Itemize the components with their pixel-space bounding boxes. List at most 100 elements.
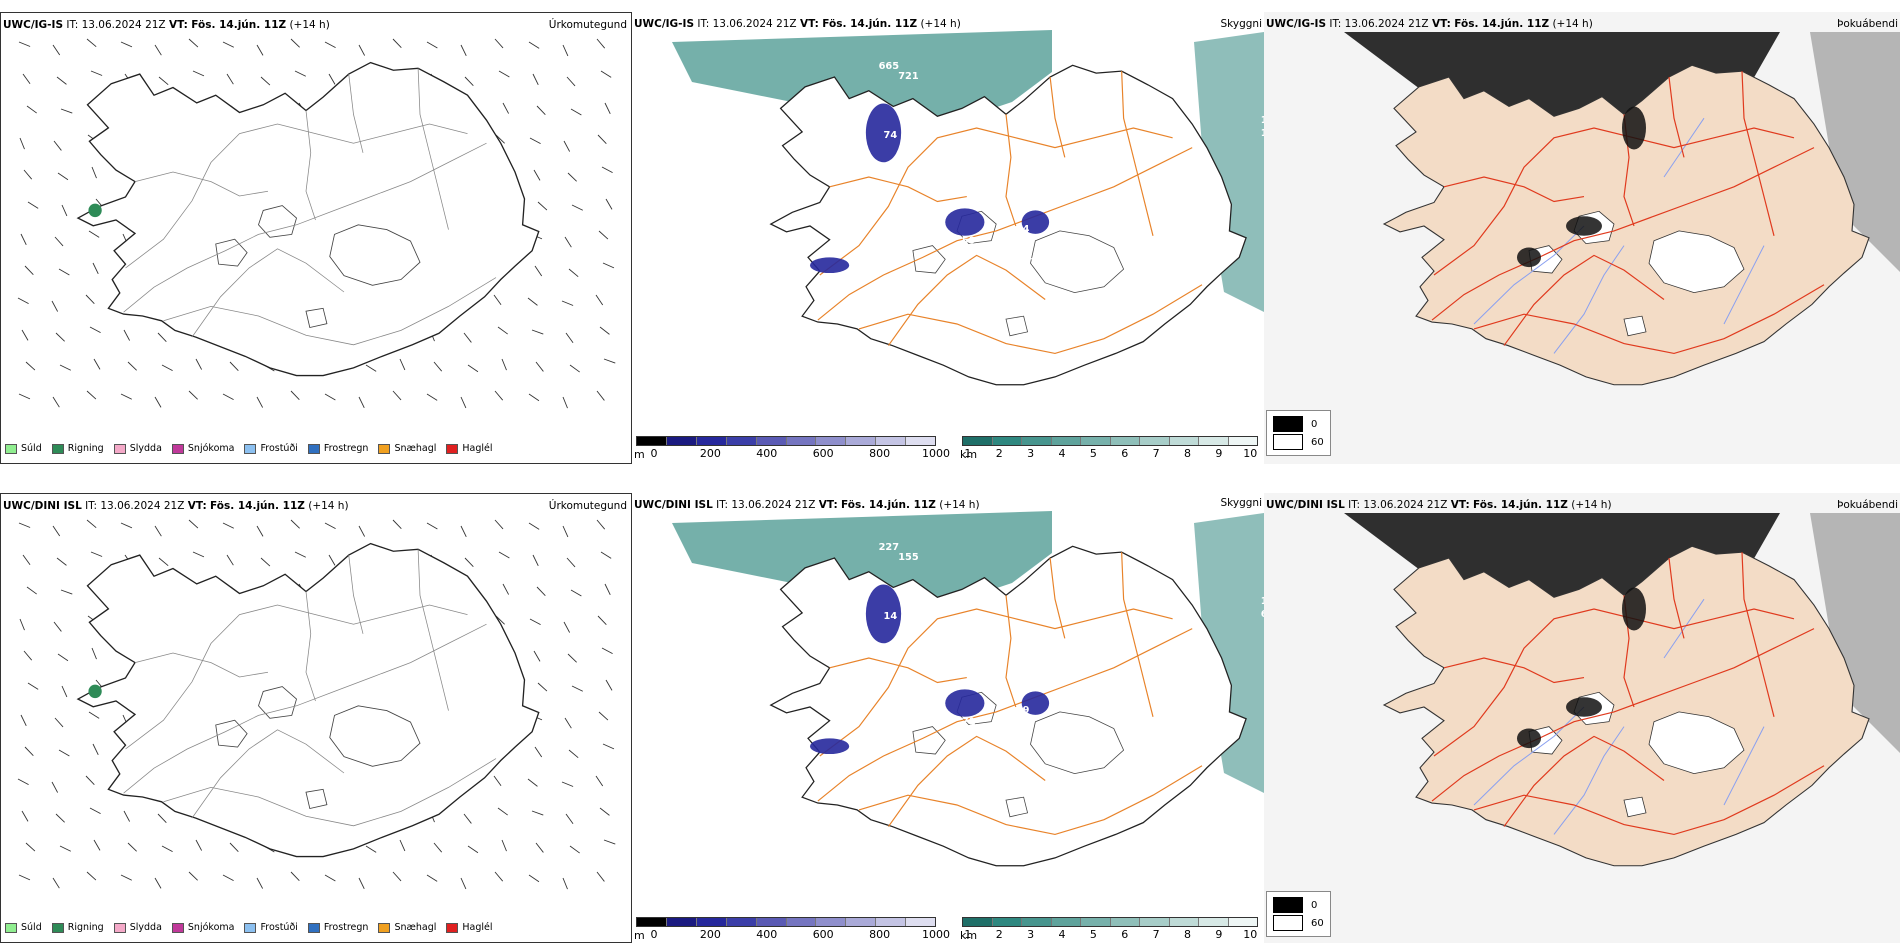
legend-item: Súld	[5, 922, 42, 933]
map-value-label: 74	[884, 130, 898, 141]
wind-barb	[18, 874, 31, 881]
rain-area	[88, 684, 102, 699]
colorbar-cell	[696, 437, 727, 445]
road	[1121, 552, 1154, 717]
legend-item: Frostregn	[307, 443, 368, 454]
road	[417, 549, 449, 711]
wind-barb	[528, 41, 540, 49]
map-value-label: 108	[1261, 128, 1264, 139]
wind-barb	[222, 874, 234, 882]
wind-barb	[601, 647, 613, 655]
wind-barb	[494, 390, 504, 401]
wind-barb	[85, 294, 95, 304]
wind-barb	[222, 393, 234, 401]
panel-header: UWC/IG-IS IT: 13.06.2024 21Z VT: Fös. 14…	[1266, 18, 1593, 30]
colorbar-tick: 7	[1152, 447, 1160, 460]
colorbar-tick: 3	[1027, 928, 1035, 941]
colorbar-tick: 6	[1121, 447, 1129, 460]
wind-barb	[604, 583, 611, 595]
panel-header: UWC/IG-IS IT: 13.06.2024 21Z VT: Fös. 14…	[3, 19, 330, 31]
legend-label: Haglél	[462, 922, 493, 933]
map-value-label: 665	[879, 61, 900, 72]
cloud-base-area	[865, 584, 902, 644]
colorbar-tick: 800	[869, 928, 891, 941]
legend-swatch	[113, 922, 126, 933]
wind-barb	[229, 361, 239, 371]
colorbar-tick: 2	[995, 447, 1003, 460]
legend-label: Slydda	[129, 443, 162, 454]
wind-barb	[89, 326, 101, 334]
fog-legend-label: 0	[1311, 418, 1318, 430]
colorbar-unit: km	[960, 929, 978, 942]
wind-barb	[86, 38, 97, 48]
wind-barb	[27, 682, 39, 690]
wind-barb	[571, 685, 583, 692]
precip-legend: Súld Rigning Slydda Snjókoma Frostúði Frostre…	[5, 922, 493, 933]
map-value-label: 155	[898, 552, 919, 563]
wind-barb	[365, 364, 377, 372]
wind-barb	[596, 871, 605, 882]
wind-barb	[56, 76, 67, 85]
wind-barb	[59, 364, 71, 371]
colorbar-unit: m	[634, 929, 645, 942]
wind-barb	[603, 358, 616, 364]
wind-barb	[154, 396, 162, 408]
wind-barb	[595, 775, 604, 787]
colorbar-cell	[1169, 437, 1199, 445]
wind-barb	[157, 332, 167, 342]
wind-barb	[527, 778, 538, 787]
glacier-outline	[912, 245, 946, 274]
colorbar-cell	[1081, 918, 1111, 926]
colorbar-tick: 600	[812, 447, 834, 460]
legend-swatch	[5, 443, 17, 454]
cloud-base-area	[1021, 210, 1050, 234]
cloud-base-area	[1021, 691, 1050, 715]
wind-barb	[562, 525, 569, 538]
visibility-area	[1194, 32, 1264, 312]
panel-header: UWC/DINI ISL IT: 13.06.2024 21Z VT: Fös.…	[1266, 499, 1612, 511]
wind-barb	[88, 230, 100, 238]
wind-barb	[463, 813, 472, 824]
wind-barb	[535, 361, 544, 372]
wind-barb	[596, 38, 606, 49]
wind-barb	[399, 839, 406, 852]
road	[1473, 765, 1825, 836]
wind-barb	[528, 874, 540, 883]
fog-legend-row: 60	[1273, 914, 1324, 932]
wind-barb	[495, 615, 505, 625]
fog-legend: 0 60	[1266, 410, 1331, 456]
wind-barb	[27, 201, 39, 209]
legend-swatch	[446, 922, 459, 933]
fog-area	[1810, 32, 1900, 272]
wind-barb	[328, 554, 336, 566]
legend-label: Frostregn	[323, 922, 369, 933]
iceland-map-fog	[1264, 12, 1900, 464]
fog-panel-bottom: UWC/DINI ISL IT: 13.06.2024 21Z VT: Fös.…	[1264, 493, 1900, 943]
legend-swatch	[307, 922, 320, 933]
wind-barb	[602, 262, 615, 269]
legend-label: Haglél	[462, 443, 493, 454]
wind-barb	[493, 294, 502, 305]
wind-barb	[54, 236, 64, 247]
wind-barb	[596, 519, 606, 530]
wind-barb	[597, 615, 607, 625]
colorbar-cell	[1228, 437, 1257, 445]
road	[1503, 254, 1665, 346]
wind-barb	[57, 172, 69, 181]
wind-barb	[501, 358, 507, 371]
river	[1723, 726, 1765, 806]
wind-barb	[533, 650, 541, 662]
wind-barb	[498, 70, 510, 78]
wind-barb	[294, 551, 306, 558]
wind-barb	[256, 877, 264, 889]
road	[817, 628, 1193, 802]
legend-swatch	[51, 922, 64, 933]
road	[163, 758, 497, 827]
fog-legend-swatch	[1273, 915, 1303, 931]
wind-barb	[527, 297, 538, 306]
wind-barb	[91, 166, 97, 179]
cloud-base-panel-top: UWC/IG-IS IT: 13.06.2024 21Z VT: Fös. 14…	[632, 12, 1264, 464]
map-value-label: 721	[898, 71, 919, 82]
panel-title: Úrkomutegund	[548, 500, 627, 512]
